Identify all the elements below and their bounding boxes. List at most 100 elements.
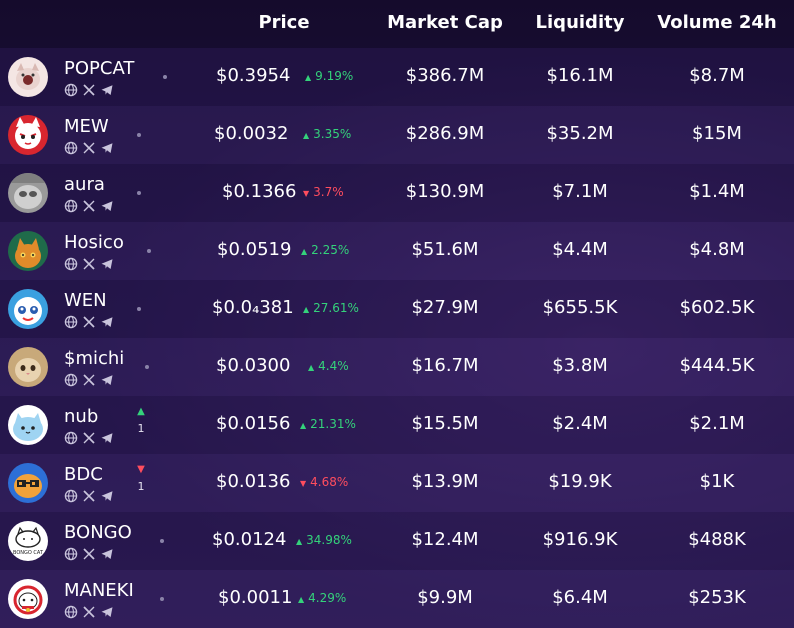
market-cap-value: $13.9M — [411, 471, 479, 492]
website-icon[interactable] — [64, 489, 78, 503]
token-name[interactable]: nub — [64, 406, 99, 427]
telegram-icon[interactable] — [100, 605, 114, 619]
token-row-maneki[interactable]: MANEKI $0.0011 ▲ 4.29% $9.9M $6.4M $253K — [0, 570, 794, 628]
change-up-arrow-icon: ▲ — [303, 305, 310, 314]
token-name[interactable]: MANEKI — [64, 580, 134, 601]
liquidity-value: $6.4M — [552, 587, 608, 608]
token-row-bdc[interactable]: BDC ▼ 1 $0.0136 ▼ 4.68% $13.9M $19.9K $1K — [0, 454, 794, 512]
website-icon[interactable] — [64, 431, 78, 445]
telegram-icon[interactable] — [100, 141, 114, 155]
x-twitter-icon[interactable] — [82, 83, 96, 97]
x-twitter-icon[interactable] — [82, 373, 96, 387]
x-twitter-icon[interactable] — [82, 257, 96, 271]
token-row-michi[interactable]: $michi $0.0300 ▲ 4.4% $16.7M $3.8M $444.5… — [0, 338, 794, 396]
website-icon[interactable] — [64, 257, 78, 271]
rank-change-value: 1 — [137, 480, 145, 493]
website-icon[interactable] — [64, 315, 78, 329]
telegram-icon[interactable] — [100, 83, 114, 97]
token-row-wen[interactable]: WEN $0.0₄381 ▲ 27.61% $27.9M $655.5K $602… — [0, 280, 794, 338]
website-icon[interactable] — [64, 199, 78, 213]
liquidity-value: $4.4M — [552, 239, 608, 260]
token-row-bongo[interactable]: BONGO CAT BONGO $0.0124 ▲ 34.98% $12.4M $… — [0, 512, 794, 570]
telegram-icon[interactable] — [100, 373, 114, 387]
token-price: $0.1366 — [222, 181, 297, 202]
bongo-avatar-icon: BONGO CAT — [8, 521, 48, 561]
volume-24h-value: $488K — [688, 529, 746, 550]
token-row-aura[interactable]: aura $0.1366 ▼ 3.7% $130.9M $7.1M $1.4M — [0, 164, 794, 222]
x-twitter-icon[interactable] — [82, 489, 96, 503]
market-cap-value: $130.9M — [405, 181, 485, 202]
token-row-popcat[interactable]: POPCAT $0.3954 ▲ 9.19% $386.7M $16.1M $8.… — [0, 48, 794, 106]
token-name[interactable]: MEW — [64, 116, 109, 137]
price-change: ▲ 27.61% — [303, 301, 359, 315]
token-name[interactable]: aura — [64, 174, 105, 195]
token-row-mew[interactable]: MEW $0.0032 ▲ 3.35% $286.9M $35.2M $15M — [0, 106, 794, 164]
price-change: ▼ 4.68% — [300, 475, 348, 489]
social-links — [64, 431, 114, 445]
liquidity-value: $35.2M — [546, 123, 614, 144]
telegram-icon[interactable] — [100, 199, 114, 213]
token-name[interactable]: $michi — [64, 348, 125, 369]
volume-24h-value: $4.8M — [689, 239, 745, 260]
row-dot-indicator — [160, 539, 164, 543]
market-cap-value: $15.5M — [411, 413, 479, 434]
x-twitter-icon[interactable] — [82, 547, 96, 561]
token-price: $0.0011 — [218, 587, 293, 608]
token-name[interactable]: BONGO — [64, 522, 132, 543]
telegram-icon[interactable] — [100, 431, 114, 445]
token-price: $0.0₄381 — [212, 297, 294, 318]
x-twitter-icon[interactable] — [82, 605, 96, 619]
row-dot-indicator — [160, 597, 164, 601]
aura-avatar-icon — [8, 173, 48, 213]
website-icon[interactable] — [64, 373, 78, 387]
token-name[interactable]: WEN — [64, 290, 107, 311]
price-change: ▲ 34.98% — [296, 533, 352, 547]
website-icon[interactable] — [64, 547, 78, 561]
price-change-value: 34.98% — [306, 533, 352, 547]
change-down-arrow-icon: ▼ — [303, 189, 310, 198]
rank-up-icon: ▲ — [137, 406, 145, 417]
column-header-market-cap[interactable]: Market Cap — [387, 12, 503, 33]
column-header-volume-24h[interactable]: Volume 24h — [657, 12, 777, 33]
token-name[interactable]: POPCAT — [64, 58, 135, 79]
volume-24h-value: $2.1M — [689, 413, 745, 434]
change-up-arrow-icon: ▲ — [296, 537, 303, 546]
price-change: ▲ 2.25% — [301, 243, 349, 257]
change-up-arrow-icon: ▲ — [300, 421, 307, 430]
website-icon[interactable] — [64, 605, 78, 619]
price-change-value: 27.61% — [313, 301, 359, 315]
token-price: $0.3954 — [216, 65, 291, 86]
x-twitter-icon[interactable] — [82, 141, 96, 155]
liquidity-value: $19.9K — [548, 471, 612, 492]
table-header: Price Market Cap Liquidity Volume 24h — [0, 0, 794, 48]
website-icon[interactable] — [64, 83, 78, 97]
token-name[interactable]: Hosico — [64, 232, 124, 253]
liquidity-value: $916.9K — [542, 529, 618, 550]
website-icon[interactable] — [64, 141, 78, 155]
token-name[interactable]: BDC — [64, 464, 103, 485]
x-twitter-icon[interactable] — [82, 315, 96, 329]
popcat-avatar-icon — [8, 57, 48, 97]
x-twitter-icon[interactable] — [82, 431, 96, 445]
telegram-icon[interactable] — [100, 489, 114, 503]
token-price: $0.0300 — [216, 355, 291, 376]
social-links — [64, 199, 114, 213]
column-header-price[interactable]: Price — [258, 12, 310, 33]
change-down-arrow-icon: ▼ — [300, 479, 307, 488]
change-up-arrow-icon: ▲ — [305, 73, 312, 82]
telegram-icon[interactable] — [100, 315, 114, 329]
row-dot-indicator — [137, 307, 141, 311]
price-change-value: 21.31% — [310, 417, 356, 431]
volume-24h-value: $1K — [699, 471, 735, 492]
telegram-icon[interactable] — [100, 547, 114, 561]
token-price: $0.0156 — [216, 413, 291, 434]
change-up-arrow-icon: ▲ — [303, 131, 310, 140]
market-cap-value: $51.6M — [411, 239, 479, 260]
telegram-icon[interactable] — [100, 257, 114, 271]
token-row-nub[interactable]: nub ▲ 1 $0.0156 ▲ 21.31% $15.5M $2.4M $2.1… — [0, 396, 794, 454]
x-twitter-icon[interactable] — [82, 199, 96, 213]
column-header-liquidity[interactable]: Liquidity — [535, 12, 625, 33]
social-links — [64, 83, 114, 97]
token-row-hosico[interactable]: Hosico $0.0519 ▲ 2.25% $51.6M $4.4M $4.8M — [0, 222, 794, 280]
row-dot-indicator — [145, 365, 149, 369]
